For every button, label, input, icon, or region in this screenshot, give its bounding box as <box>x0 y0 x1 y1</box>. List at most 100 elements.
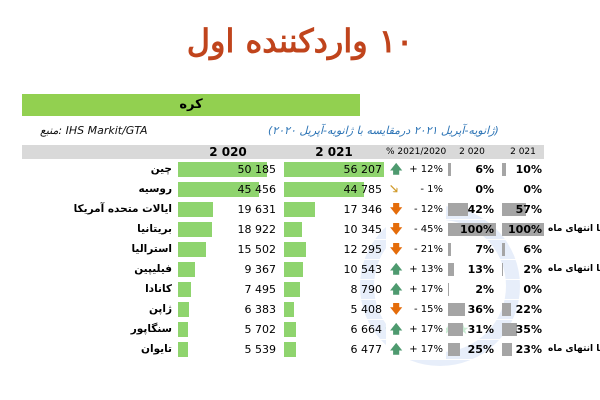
share-2021-cell: 57% <box>500 200 546 219</box>
share-2021-bar <box>502 223 544 236</box>
trend-arrow-icon: 🡇 <box>390 242 403 256</box>
share-2021-cell: 2% <box>500 260 546 279</box>
country-name: چین <box>22 160 176 179</box>
header-share-2020: 2 020 <box>459 147 485 157</box>
change-value: - 21% <box>413 244 443 255</box>
value-2021-bar <box>284 222 302 237</box>
value-2021-bar <box>284 322 296 337</box>
share-2021-bar <box>502 203 526 216</box>
share-2021-bar <box>502 163 506 176</box>
value-2020: 6 383 <box>244 303 277 316</box>
value-2021-cell: 10 345 <box>282 220 386 239</box>
value-2021-cell: 8 790 <box>282 280 386 299</box>
share-2021-cell: 10% <box>500 160 546 179</box>
country-name: روسیه <box>22 180 176 199</box>
country-name: کانادا <box>22 280 176 299</box>
header-country <box>22 145 176 159</box>
share-2020-bar <box>448 163 451 176</box>
share-2021-cell: 0% <box>500 280 546 299</box>
header-share-2021: 2 021 <box>510 147 536 157</box>
share-2020-bar <box>448 203 468 216</box>
share-2020-cell: 7% <box>446 240 498 259</box>
country-name: استرالیا <box>22 240 176 259</box>
value-2021-bar <box>284 242 306 257</box>
change-value: + 12% <box>409 164 443 175</box>
share-2020: 0% <box>475 183 494 196</box>
share-2021-cell: 0% <box>500 180 546 199</box>
page-title: ۱۰ واردکننده اول <box>186 22 414 60</box>
share-2020: 25% <box>467 343 494 356</box>
table-row: کانادا 7 495 8 790 🡅 + 17% 2% 0% <box>22 280 544 300</box>
change-cell: 🡇 - 21% <box>386 240 446 259</box>
share-2021-cell: 35% <box>500 320 546 339</box>
share-2021: 6% <box>523 243 542 256</box>
share-2020-cell: 6% <box>446 160 498 179</box>
value-2021-cell: 10 543 <box>282 260 386 279</box>
value-2021: 10 345 <box>343 223 383 236</box>
table-row: ژاپن 6 383 5 408 🡇 - 15% 36% 22% <box>22 300 544 320</box>
value-2020-bar <box>178 322 188 337</box>
share-2020: 36% <box>467 303 494 316</box>
share-2020: 100% <box>460 223 494 236</box>
share-2020-cell: 2% <box>446 280 498 299</box>
share-2020: 7% <box>475 243 494 256</box>
share-2021: 2% <box>523 263 542 276</box>
share-2020-cell: 36% <box>446 300 498 319</box>
share-2020-bar <box>448 283 449 296</box>
value-2021: 8 790 <box>350 283 383 296</box>
trend-arrow-icon: 🡅 <box>390 262 403 276</box>
share-2020: 13% <box>467 263 494 276</box>
value-2020: 15 502 <box>237 243 277 256</box>
share-2021-cell: 23% <box>500 340 546 359</box>
trend-arrow-icon: 🡅 <box>390 282 403 296</box>
value-2020-bar <box>178 282 191 297</box>
value-2020: 5 702 <box>244 323 277 336</box>
country-name: ایالات متحده آمریکا <box>22 200 176 219</box>
value-2020-cell: 45 456 <box>176 180 280 199</box>
share-2020-cell: 25% <box>446 340 498 359</box>
value-2020: 9 367 <box>244 263 277 276</box>
value-2020-bar <box>178 242 206 257</box>
share-2020-bar <box>448 263 454 276</box>
value-2021-cell: 6 477 <box>282 340 386 359</box>
header-2020: 2 020 <box>209 145 247 159</box>
country-name: سنگاپور <box>22 320 176 339</box>
table-header-row: 2 020 2 021 % 2021/2020 2 020 2 021 <box>22 145 544 160</box>
trend-arrow-icon: 🡇 <box>390 202 403 216</box>
value-2020-cell: 5 539 <box>176 340 280 359</box>
trend-arrow-icon: 🡖 <box>390 182 398 196</box>
share-2020-cell: 100% <box>446 220 498 239</box>
table-row: چین 50 185 56 207 🡅 + 12% 6% 10% <box>22 160 544 180</box>
share-2021: 22% <box>515 303 542 316</box>
country-name: بریتانیا <box>22 220 176 239</box>
value-2021-cell: 12 295 <box>282 240 386 259</box>
value-2021-cell: 56 207 <box>282 160 386 179</box>
trend-arrow-icon: 🡅 <box>390 342 403 356</box>
value-2021-bar <box>284 182 364 197</box>
change-value: + 17% <box>409 284 443 295</box>
table-row: بریتانیا 18 922 10 345 🡇 - 45% 100% 100% <box>22 220 544 240</box>
value-2020-cell: 7 495 <box>176 280 280 299</box>
value-2021: 6 664 <box>350 323 383 336</box>
value-2021: 6 477 <box>350 343 383 356</box>
value-2020-bar <box>178 302 189 317</box>
value-2020-cell: 19 631 <box>176 200 280 219</box>
change-cell: 🡅 + 17% <box>386 320 446 339</box>
value-2020-cell: 5 702 <box>176 320 280 339</box>
share-2020-cell: 13% <box>446 260 498 279</box>
change-cell: 🡅 + 17% <box>386 340 446 359</box>
value-2021: 17 346 <box>343 203 383 216</box>
share-2021-bar <box>502 343 512 356</box>
change-cell: 🡅 + 12% <box>386 160 446 179</box>
table-row: روسیه 45 456 44 785 🡖 - 1% 0% 0% <box>22 180 544 200</box>
change-cell: 🡖 - 1% <box>386 180 446 199</box>
share-2021: 23% <box>515 343 542 356</box>
share-2020: 42% <box>467 203 494 216</box>
trend-arrow-icon: 🡇 <box>390 222 403 236</box>
table-row: تایوان 5 539 6 477 🡅 + 17% 25% 23% <box>22 340 544 360</box>
share-2020-bar <box>448 323 463 336</box>
change-value: - 45% <box>413 224 443 235</box>
country-name: تایوان <box>22 340 176 359</box>
change-value: + 17% <box>409 324 443 335</box>
share-2021: 0% <box>523 283 542 296</box>
